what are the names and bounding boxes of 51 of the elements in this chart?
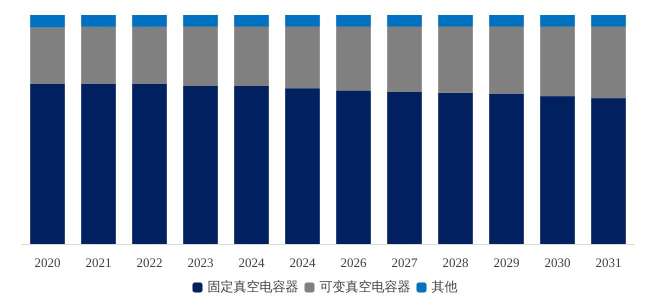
x-tick-label: 2022 [136, 255, 162, 270]
bar [30, 27, 65, 84]
bar [183, 26, 218, 86]
bar [489, 15, 524, 26]
x-tick-label: 2026 [340, 255, 367, 270]
bar [336, 15, 371, 26]
legend-label: 其他 [432, 280, 458, 295]
bar [132, 84, 167, 244]
bar [183, 15, 218, 26]
bar [540, 26, 575, 96]
bar [132, 15, 167, 27]
bar [234, 86, 269, 244]
x-tick-label: 2030 [544, 255, 570, 270]
bar [234, 26, 269, 86]
bar [81, 15, 116, 27]
bar [132, 26, 167, 84]
bar [234, 15, 269, 26]
bar [81, 84, 116, 244]
x-tick-label: 2029 [494, 255, 520, 270]
bar [591, 26, 626, 98]
x-tick-label: 2027 [392, 255, 418, 270]
bar [438, 92, 473, 244]
x-tick-label: 2031 [596, 255, 622, 270]
bar [183, 86, 218, 244]
x-tick-label: 2023 [188, 255, 214, 270]
bar [387, 26, 422, 92]
bar [285, 15, 320, 26]
legend-label: 固定真空电容器 [208, 279, 298, 295]
bar [285, 88, 320, 244]
bar [387, 15, 422, 26]
bar [387, 92, 422, 244]
bar [540, 15, 575, 26]
bar [591, 98, 626, 244]
bar [489, 26, 524, 94]
x-tick-label: 2024 [290, 255, 316, 270]
bar [81, 26, 116, 84]
bar [489, 94, 524, 244]
x-tick-label: 2024 [238, 255, 265, 270]
bar [30, 15, 65, 28]
bar [336, 26, 371, 91]
bar [591, 15, 626, 26]
bar [285, 26, 320, 88]
x-tick-label: 2028 [442, 255, 468, 270]
bar [438, 15, 473, 26]
legend-label: 可变真空电容器 [320, 279, 410, 295]
bar [336, 90, 371, 244]
bar [438, 26, 473, 93]
x-tick-label: 2020 [34, 255, 60, 270]
bar [30, 84, 65, 244]
x-tick-label: 2021 [86, 255, 112, 270]
bar [540, 96, 575, 244]
